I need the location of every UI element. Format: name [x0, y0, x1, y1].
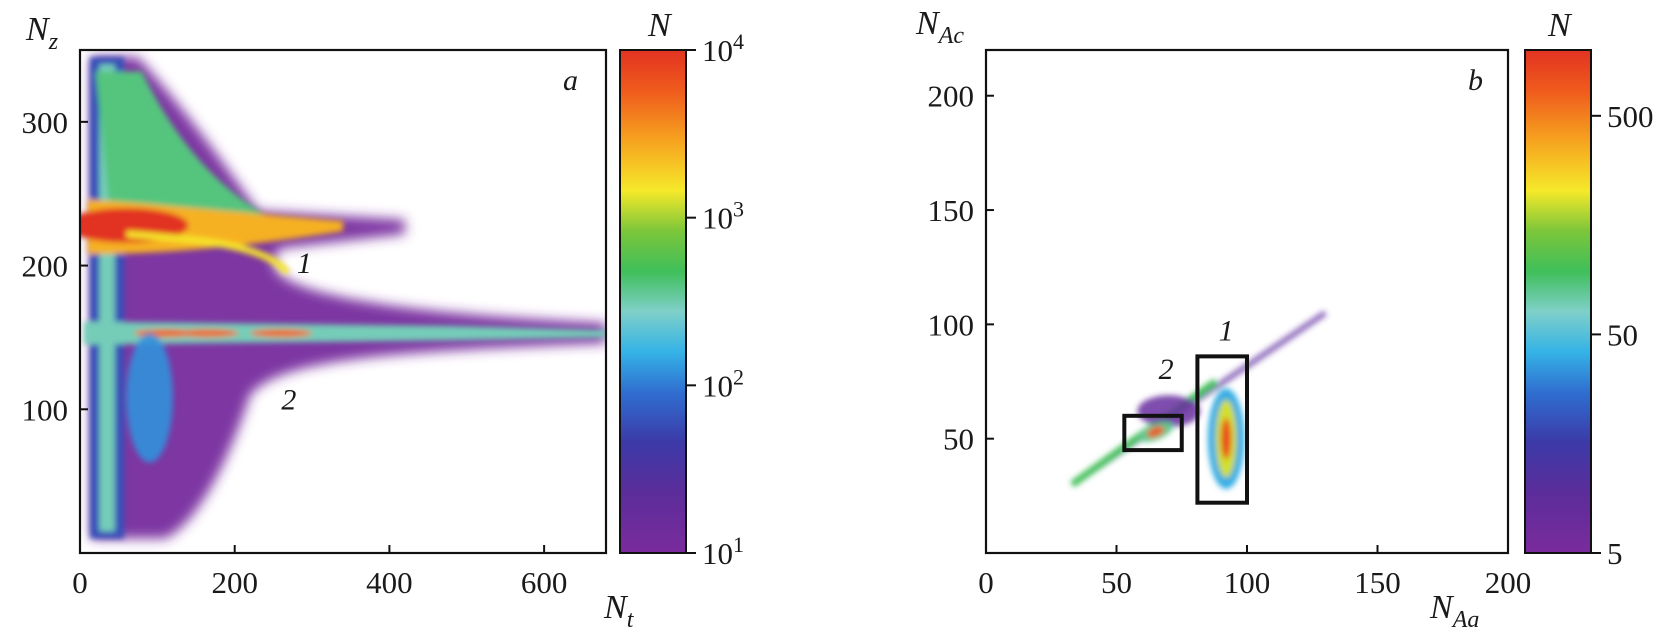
y-tick-label-a: 200	[22, 249, 69, 284]
region-box-b	[1122, 413, 1184, 453]
annotations-a: 12	[281, 247, 311, 417]
lower-band-a	[83, 321, 606, 345]
annotations-b: 12	[1159, 314, 1234, 386]
annotation-b: 1	[1219, 314, 1234, 347]
region-box-b	[1195, 354, 1250, 505]
colorbar-tick-label-a: 102	[702, 364, 744, 403]
x-tick-label-b: 150	[1354, 565, 1401, 600]
x-tick-label-a: 600	[521, 565, 568, 600]
density-envelope-a	[91, 57, 606, 539]
hook-a	[126, 230, 291, 276]
x-axis-ticks-b: 0 50 100 150 200	[978, 545, 1531, 600]
y-tick-label-b: 50	[943, 422, 974, 457]
colorbar-tick-label-a: 101	[702, 532, 744, 571]
annotation-b: 2	[1159, 353, 1174, 386]
colorbar-tick-label-b: 50	[1607, 317, 1638, 352]
y-tick-label-b: 100	[928, 307, 975, 342]
y-tick-label-a: 300	[22, 105, 69, 140]
y-tick-label-b: 200	[928, 79, 975, 114]
x-tick-label-a: 0	[72, 565, 88, 600]
y-tick-label-a: 100	[22, 392, 69, 427]
colorbar-tick-label-b: 500	[1607, 99, 1654, 134]
lower-lobe-a	[126, 333, 173, 463]
colorbar-title-b: N	[1547, 7, 1573, 44]
annotation-a: 1	[297, 247, 312, 280]
panel-letter-a: a	[563, 64, 578, 97]
colorbar-a	[619, 49, 687, 554]
heatmap-a	[80, 57, 606, 539]
haze-b	[1137, 395, 1201, 428]
colorbar-ticks-b: 5 50 500	[1591, 99, 1654, 571]
x-axis-ticks-a: 0 200 400 600	[72, 545, 567, 600]
lower-band-spot-a	[176, 329, 239, 338]
upper-wedge-a	[95, 71, 282, 223]
x-tick-label-a: 200	[211, 565, 258, 600]
y-axis-ticks-b: 50 100 150 200	[928, 79, 994, 457]
density-core-a	[80, 57, 606, 539]
colorbar-tick-label-a: 104	[702, 29, 744, 68]
y-tick-label-b: 150	[928, 193, 975, 228]
lower-band-spot-a	[250, 329, 313, 338]
y-axis-label-b: NAc	[915, 5, 964, 49]
colorbar-tick-label-b: 5	[1607, 536, 1623, 571]
annotation-a: 2	[281, 383, 296, 416]
colorbar-b	[1524, 49, 1592, 554]
colorbar-title-a: N	[647, 7, 673, 44]
x-tick-label-b: 50	[1101, 565, 1132, 600]
envelope-shape-a	[91, 57, 606, 539]
colorbar-tick-label-a: 103	[702, 197, 744, 236]
x-tick-label-b: 200	[1485, 565, 1532, 600]
x-tick-label-a: 400	[366, 565, 413, 600]
blob1-core-b	[1220, 418, 1232, 460]
blob2-core-b	[1147, 426, 1165, 438]
x-axis-label-b: NAa	[1429, 589, 1479, 630]
plot-frame-a	[78, 48, 608, 555]
panel-letter-b: b	[1468, 64, 1483, 97]
x-axis-label-a: Nt	[603, 589, 635, 630]
y-axis-ticks-a: 100 200 300	[22, 105, 88, 427]
y-axis-label-a: Nz	[25, 11, 59, 55]
colorbar-ticks-a: 101 102 103 104	[686, 29, 744, 571]
regions-b	[1122, 354, 1250, 505]
x-tick-label-b: 0	[978, 565, 994, 600]
x-tick-label-b: 100	[1224, 565, 1271, 600]
